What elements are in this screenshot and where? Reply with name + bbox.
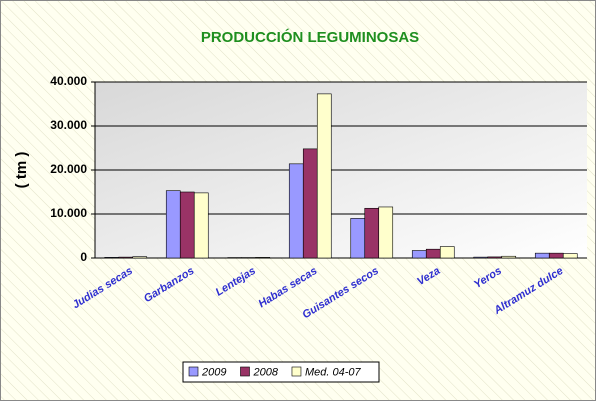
bar [118, 256, 134, 259]
bar [364, 207, 380, 259]
y-tick-label: 10.000 [50, 206, 87, 220]
bar [425, 248, 441, 259]
chart-title: PRODUCCIÓN LEGUMINOSAS [201, 28, 419, 46]
legend-swatch [291, 366, 302, 377]
bar [439, 246, 455, 259]
legend-label: Med. 04-07 [305, 366, 362, 378]
y-axis-label: ( tm ) [13, 152, 30, 189]
y-tick-label: 20.000 [50, 162, 87, 176]
bar [288, 163, 304, 259]
bar [255, 257, 271, 259]
bar [179, 191, 195, 259]
bar [104, 257, 120, 259]
bar [487, 256, 503, 259]
legend-label: 2008 [252, 366, 278, 378]
bar [193, 192, 209, 259]
bar [302, 148, 318, 259]
bar [548, 252, 564, 259]
legend-swatch [240, 366, 250, 377]
bar [562, 253, 578, 259]
y-tick-label: 0 [80, 250, 87, 264]
legend-swatch [188, 366, 199, 377]
bar [350, 218, 366, 259]
legend-label: 2009 [201, 366, 226, 378]
bar [132, 256, 148, 259]
bar [165, 190, 181, 259]
bar [473, 256, 489, 259]
bar [378, 206, 394, 259]
legend-box [182, 361, 380, 383]
y-tick-label: 30.000 [50, 118, 87, 132]
bar [411, 250, 427, 259]
y-tick-label: 40.000 [50, 74, 87, 88]
bar [534, 252, 550, 259]
bar [501, 255, 517, 259]
bar [316, 93, 332, 259]
